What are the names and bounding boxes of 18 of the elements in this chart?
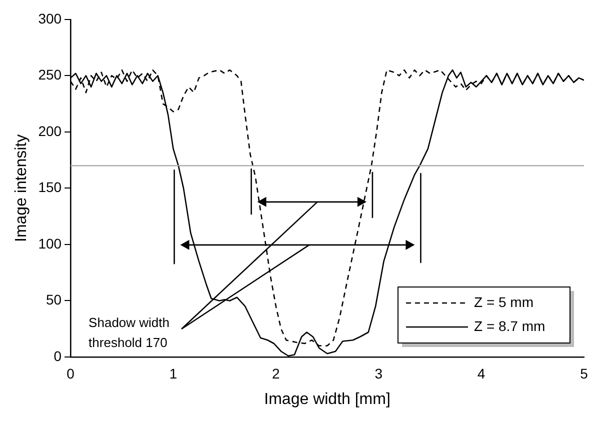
x-tick-label: 5 [580, 365, 588, 382]
x-tick-label: 2 [272, 365, 280, 382]
y-tick-label: 150 [38, 179, 62, 196]
y-tick-label: 200 [38, 122, 62, 139]
y-tick-label: 300 [38, 10, 62, 26]
legend-label: Z = 5 mm [474, 294, 534, 310]
y-tick-label: 250 [38, 66, 62, 83]
x-tick-label: 1 [169, 365, 178, 382]
annotation: Shadow width threshold 170 [88, 315, 170, 350]
y-tick-label: 100 [38, 235, 62, 252]
x-tick-label: 0 [66, 365, 75, 382]
x-axis-title: Image width [mm] [264, 390, 390, 408]
legend-label: Z = 8.7 mm [474, 318, 546, 334]
y-axis-title: Image intensity [13, 134, 30, 242]
x-tick-label: 3 [374, 365, 383, 382]
y-tick-label: 0 [54, 348, 62, 364]
x-tick-label: 4 [477, 365, 486, 382]
y-tick-label: 50 [46, 292, 62, 308]
